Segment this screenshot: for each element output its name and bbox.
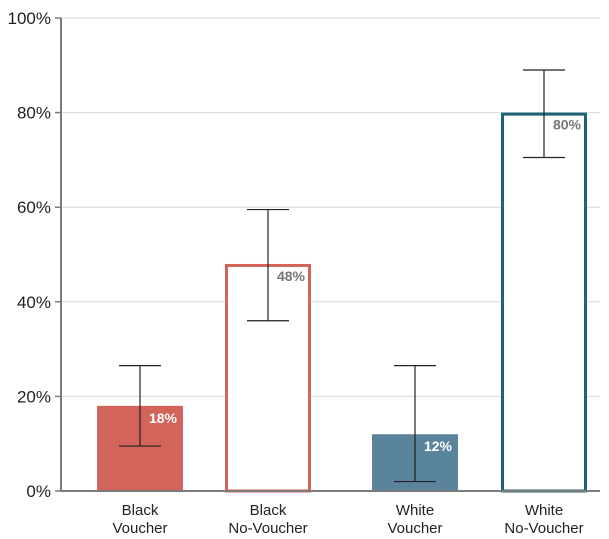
y-tick-label-4: 80% bbox=[17, 104, 51, 123]
y-tick-label-1: 20% bbox=[17, 387, 51, 406]
value-label-0: 18% bbox=[149, 410, 178, 426]
y-tick-label-3: 60% bbox=[17, 198, 51, 217]
value-label-1: 48% bbox=[277, 268, 306, 284]
category-label-1-line2: No-Voucher bbox=[228, 520, 307, 537]
category-labels: BlackVoucherBlackNo-VoucherWhiteVoucherW… bbox=[112, 502, 583, 537]
category-label-0-line2: Voucher bbox=[112, 520, 167, 537]
value-labels: 18% 48% 12% 80% bbox=[149, 117, 582, 455]
bar-3 bbox=[501, 112, 587, 493]
bars bbox=[97, 112, 587, 493]
y-axis-ticks: 0% 20% 40% 60% 80% 100% bbox=[8, 9, 61, 501]
error-bars bbox=[119, 69, 565, 483]
category-label-3-line1: White bbox=[525, 502, 563, 519]
y-tick-label-5: 100% bbox=[8, 9, 51, 28]
value-label-3: 80% bbox=[553, 117, 582, 133]
value-label-2: 12% bbox=[424, 438, 453, 454]
category-label-3-line2: No-Voucher bbox=[504, 520, 583, 537]
category-label-0-line1: Black bbox=[122, 502, 159, 519]
y-tick-label-0: 0% bbox=[26, 482, 51, 501]
y-tick-label-2: 40% bbox=[17, 293, 51, 312]
category-label-2-line1: White bbox=[396, 502, 434, 519]
category-label-1-line1: Black bbox=[250, 502, 287, 519]
category-label-2-line2: Voucher bbox=[387, 520, 442, 537]
